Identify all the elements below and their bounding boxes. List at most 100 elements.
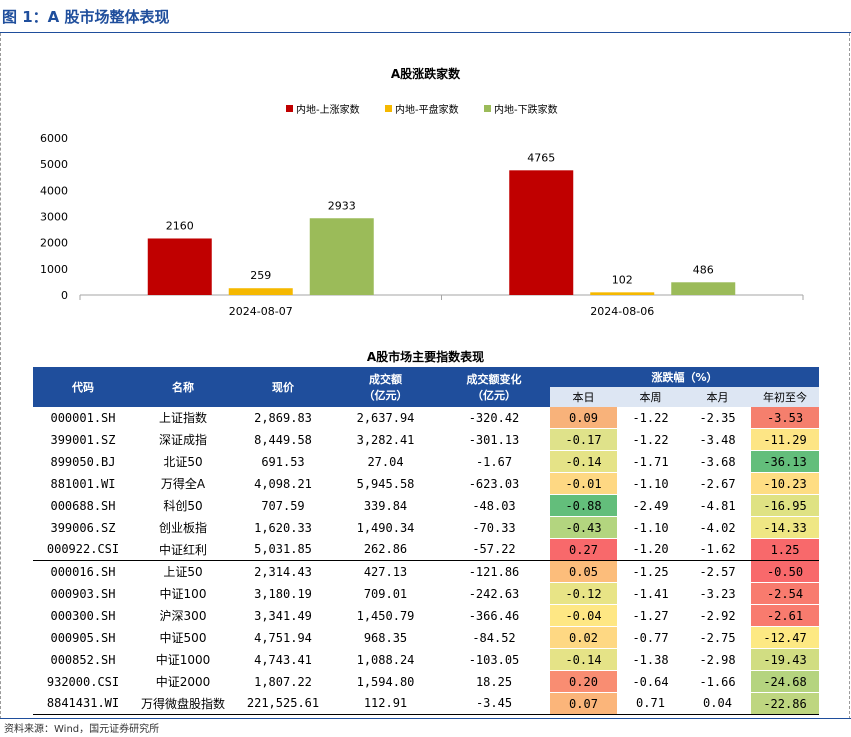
cell-week: -1.22 [632, 432, 669, 447]
cell-day: -0.12 [550, 582, 617, 605]
cell-code: 000016.SH [50, 564, 116, 579]
cell-day: 0.02 [550, 626, 617, 649]
x-tick-label: 2024-08-07 [229, 305, 293, 318]
cell-change: -3.45 [438, 692, 550, 715]
y-tick-label: 1000 [40, 263, 68, 276]
cell-change: -623.03 [468, 476, 520, 491]
cell-name: 上证指数 [158, 411, 207, 426]
cell-turnover: 339.84 [363, 498, 408, 513]
cell-week: -1.25 [632, 564, 669, 579]
cell-price: 4,751.94 [254, 630, 312, 645]
legend-label: 内地-平盘家数 [395, 103, 459, 116]
cell-week: -0.77 [632, 630, 669, 645]
table-row: 899050.BJ 北证50 691.53 27.04 -1.67 -0.14 -1.71 -… [33, 450, 820, 473]
cell-name: 中证1000 [155, 653, 211, 667]
cell-code: 000001.SH [50, 410, 116, 425]
data-label: 486 [693, 263, 714, 276]
header-turnover: 成交额 （亿元） [333, 367, 438, 407]
cell-change: 18.25 [475, 674, 513, 689]
cell-week: -1.27 [632, 608, 669, 623]
x-tick-label: 2024-08-06 [590, 305, 654, 318]
header-turnover-change-unit: （亿元） [472, 389, 516, 402]
cell-price: 221,525.61 [233, 692, 333, 715]
cell-day: -0.14 [550, 648, 617, 671]
cell-code: 000905.SH [50, 630, 116, 645]
table-row: 000688.SH 科创50 707.59 339.84 -48.03 -0.88 -2.4… [33, 494, 820, 517]
table-row: 399006.SZ 创业板指 1,620.33 1,490.34 -70.33 -0.43… [33, 516, 820, 539]
legend-swatch [286, 105, 293, 112]
cell-month: -1.66 [699, 674, 736, 689]
cell-day: -0.14 [550, 450, 617, 473]
source-note: 资料来源：Wind，国元证券研究所 [4, 724, 160, 735]
cell-change: -320.42 [468, 410, 520, 425]
cell-price: 707.59 [261, 498, 305, 513]
header-week: 本周 [617, 387, 684, 407]
table-row: 000905.SH 中证500 4,751.94 968.35 -84.52 0.02 -0… [33, 626, 820, 649]
header-ytd: 年初至今 [751, 387, 820, 407]
cell-ytd: -24.68 [751, 670, 820, 693]
header-pct-group: 涨跌幅（%） [550, 367, 820, 387]
header-turnover-label: 成交额 [369, 373, 402, 386]
cell-month: 0.04 [684, 692, 751, 715]
cell-month: -4.81 [699, 498, 736, 513]
cell-name: 中证2000 [155, 675, 211, 689]
index-table: 代码 名称 现价 成交额 （亿元） 成交额变化 （亿元） 涨跌幅（%） 本日 本周 … [33, 367, 820, 715]
cell-month: -3.23 [699, 586, 736, 601]
cell-week: -1.41 [632, 586, 669, 601]
header-day: 本日 [550, 387, 617, 407]
cell-month: -2.57 [699, 564, 736, 579]
cell-week: -1.20 [617, 538, 684, 561]
cell-ytd: -22.86 [751, 692, 820, 715]
table-row: 932000.CSI 中证2000 1,807.22 1,594.80 18.25 0.2… [33, 670, 820, 693]
cell-change: -366.46 [468, 608, 520, 623]
cell-change: -70.33 [472, 520, 516, 535]
data-label: 259 [250, 269, 271, 282]
cell-ytd: -3.53 [751, 407, 820, 429]
cell-turnover: 1,450.79 [356, 608, 415, 623]
cell-code: 000922.CSI [33, 538, 133, 561]
cell-turnover: 1,594.80 [356, 674, 415, 689]
cell-name: 万得微盘股指数 [133, 692, 233, 715]
cell-change: -84.52 [472, 630, 516, 645]
data-label: 2933 [328, 199, 356, 212]
bar [590, 292, 655, 295]
cell-code: 899050.BJ [50, 454, 116, 469]
cell-turnover: 112.91 [333, 692, 438, 715]
cell-turnover: 2,637.94 [356, 410, 415, 425]
cell-turnover: 262.86 [333, 538, 438, 561]
table-title: A股市场主要指数表现 [366, 350, 485, 364]
y-tick-label: 2000 [40, 237, 68, 250]
cell-code: 399001.SZ [50, 432, 116, 447]
footer-rule [0, 718, 851, 719]
cell-code: 000903.SH [50, 586, 116, 601]
chart-title: A股涨跌家数 [391, 66, 461, 81]
cell-turnover: 427.13 [363, 564, 408, 579]
cell-code: 8841431.WI [33, 692, 133, 715]
cell-code: 881001.WI [50, 476, 116, 491]
cell-week: 0.71 [617, 692, 684, 715]
cell-turnover: 1,490.34 [356, 520, 415, 535]
cell-name: 中证红利 [133, 538, 233, 561]
cell-ytd: -11.29 [751, 428, 820, 451]
bar [147, 238, 212, 295]
figure-frame [0, 33, 850, 719]
cell-turnover: 27.04 [367, 454, 404, 469]
cell-price: 691.53 [261, 454, 305, 469]
table-row: 000016.SH 上证50 2,314.43 427.13 -121.86 0.05 -1… [33, 560, 820, 583]
cell-price: 2,314.43 [254, 564, 312, 579]
cell-code: 000688.SH [50, 498, 116, 513]
cell-day: -0.43 [550, 516, 617, 539]
bar [309, 218, 374, 295]
header-turnover-change-label: 成交额变化 [466, 373, 522, 386]
title-rule [0, 32, 851, 33]
cell-month: -3.68 [699, 454, 736, 469]
cell-week: -1.10 [632, 520, 669, 535]
table-row: 399001.SZ 深证成指 8,449.58 3,282.41 -301.13 -0.1… [33, 428, 820, 451]
cell-turnover: 3,282.41 [356, 432, 415, 447]
cell-turnover: 709.01 [363, 586, 408, 601]
header-turnover-unit: （亿元） [363, 389, 408, 402]
bar [228, 288, 293, 295]
cell-price: 8,449.58 [254, 432, 312, 447]
cell-name: 创业板指 [158, 521, 207, 535]
cell-week: -0.64 [632, 674, 669, 689]
